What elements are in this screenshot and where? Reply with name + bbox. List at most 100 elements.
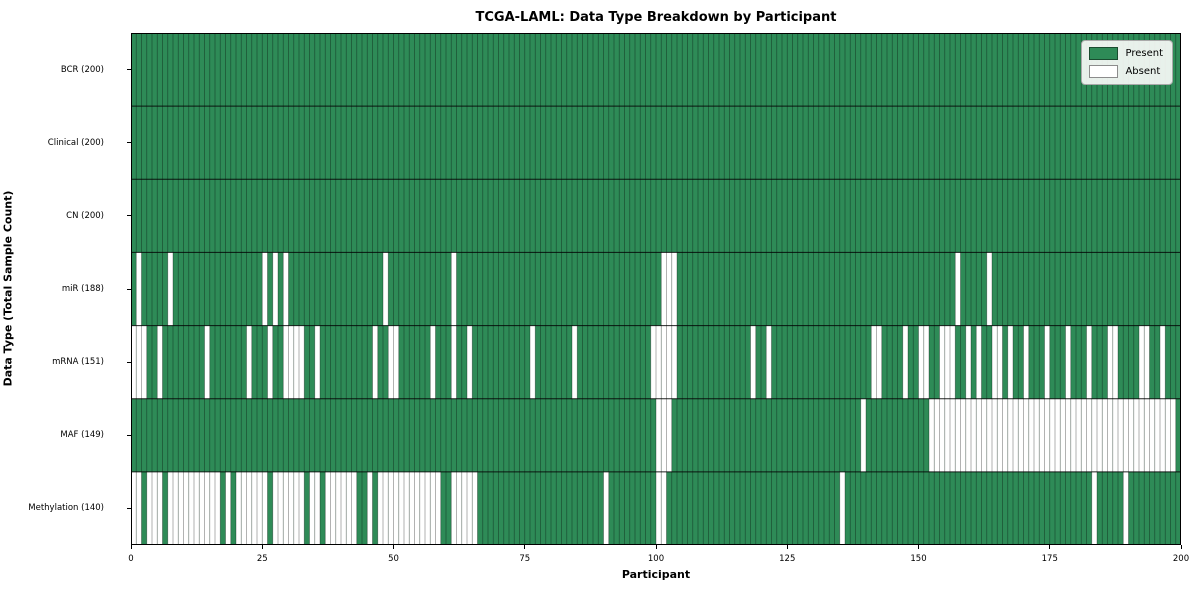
cell-absent <box>876 325 882 399</box>
cell-absent <box>388 325 394 399</box>
cell-absent <box>136 471 142 545</box>
y-tick-label-clinical: Clinical (200) <box>47 137 104 148</box>
cell-absent <box>1055 398 1061 472</box>
cell-absent <box>965 325 971 399</box>
cell-separators <box>131 33 1181 545</box>
cell-absent <box>1112 325 1118 399</box>
legend-item-absent: Absent <box>1089 65 1163 78</box>
legend: Present Absent <box>1081 40 1173 85</box>
cell-absent <box>257 471 263 545</box>
cell-absent <box>902 325 908 399</box>
cell-absent <box>1060 398 1066 472</box>
cell-absent <box>1034 398 1040 472</box>
legend-label-present: Present <box>1125 48 1163 59</box>
cell-absent <box>997 398 1003 472</box>
cell-absent <box>1170 398 1176 472</box>
cell-absent <box>992 325 998 399</box>
cell-absent <box>671 325 677 399</box>
cell-absent <box>661 325 667 399</box>
cell-absent <box>388 471 394 545</box>
cell-absent <box>939 398 945 472</box>
y-tick-mark <box>127 69 131 71</box>
y-tick-label-mir: miR (188) <box>61 284 104 294</box>
cell-absent <box>650 325 656 399</box>
cell-absent <box>293 471 299 545</box>
presence-heatmap <box>131 33 1181 545</box>
cell-absent <box>472 471 478 545</box>
cell-absent <box>209 471 215 545</box>
cell-absent <box>283 252 289 326</box>
cell-absent <box>1139 398 1145 472</box>
cell-absent <box>603 471 609 545</box>
cell-absent <box>419 471 425 545</box>
cell-absent <box>661 398 667 472</box>
cell-absent <box>1049 398 1055 472</box>
plot-area: BCR (200) Clinical (200) CN (200) miR (188)… <box>28 33 1189 564</box>
x-tick-mark <box>786 545 788 549</box>
cell-absent <box>997 325 1003 399</box>
cell-absent <box>1133 398 1139 472</box>
y-tick-label-mrna: mRNA (151) <box>52 357 104 368</box>
cell-absent <box>1023 398 1029 472</box>
cell-absent <box>430 471 436 545</box>
cell-absent <box>293 325 299 399</box>
cell-absent <box>666 252 672 326</box>
y-tick-mark <box>127 288 131 290</box>
cell-absent <box>215 471 221 545</box>
cell-absent <box>1154 398 1160 472</box>
cell-absent <box>1044 325 1050 399</box>
cell-absent <box>1044 398 1050 472</box>
row-clinical-present <box>131 106 1181 180</box>
cell-absent <box>414 471 420 545</box>
cell-absent <box>383 471 389 545</box>
cell-absent <box>272 471 278 545</box>
cell-absent <box>372 325 378 399</box>
cell-absent <box>661 471 667 545</box>
cell-absent <box>955 252 961 326</box>
cell-absent <box>1144 398 1150 472</box>
cell-absent <box>1107 325 1113 399</box>
cell-absent <box>971 398 977 472</box>
cell-absent <box>656 398 662 472</box>
x-tick-label-150: 150 <box>910 554 927 564</box>
x-tick-label-50: 50 <box>388 554 399 564</box>
y-tick-mark <box>127 215 131 217</box>
cell-absent <box>351 471 357 545</box>
cell-absent <box>1112 398 1118 472</box>
row-mir-present <box>131 252 1181 326</box>
cell-absent <box>272 252 278 326</box>
cell-absent <box>178 471 184 545</box>
cell-absent <box>288 325 294 399</box>
cell-absent <box>288 471 294 545</box>
y-tick-mark <box>127 142 131 144</box>
cell-absent <box>965 398 971 472</box>
cell-absent <box>666 398 672 472</box>
cell-absent <box>183 471 189 545</box>
cell-absent <box>986 252 992 326</box>
x-tick-mark <box>261 545 263 549</box>
cell-absent <box>530 325 536 399</box>
cell-absent <box>393 471 399 545</box>
cell-absent <box>1160 398 1166 472</box>
y-tick-mark <box>127 361 131 363</box>
cell-absent <box>976 398 982 472</box>
cell-absent <box>986 398 992 472</box>
cell-absent <box>661 252 667 326</box>
cell-absent <box>173 471 179 545</box>
cell-absent <box>435 471 441 545</box>
cell-absent <box>656 471 662 545</box>
cell-absent <box>1149 398 1155 472</box>
cell-absent <box>1039 398 1045 472</box>
cell-absent <box>225 471 231 545</box>
cell-absent <box>1118 398 1124 472</box>
x-tick-label-175: 175 <box>1041 554 1058 564</box>
cell-absent <box>1023 325 1029 399</box>
cell-absent <box>341 471 347 545</box>
cell-absent <box>1081 398 1087 472</box>
cell-absent <box>1086 325 1092 399</box>
cell-absent <box>960 398 966 472</box>
cell-absent <box>299 325 305 399</box>
cell-absent <box>955 398 961 472</box>
x-tick-mark <box>524 545 526 549</box>
cell-absent <box>656 325 662 399</box>
